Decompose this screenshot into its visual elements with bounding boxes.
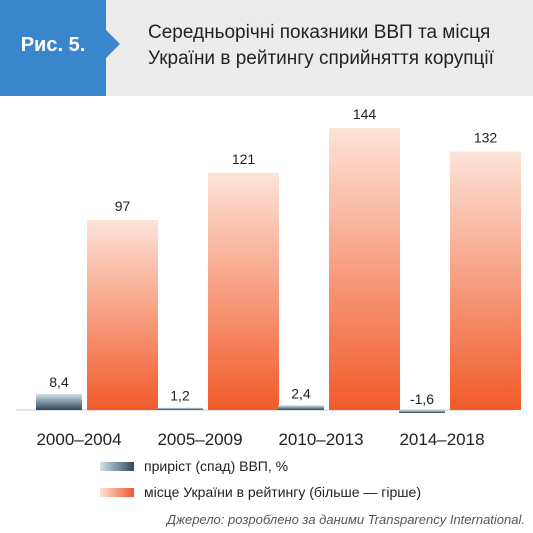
chart-title-line-1: Середньорічні показники ВВП та місця xyxy=(148,22,491,43)
source-note: Джерело: розроблено за даними Transparen… xyxy=(166,512,525,527)
rank-bar xyxy=(87,220,158,410)
gdp-value-label: 1,2 xyxy=(170,388,190,404)
rank-value-label: 132 xyxy=(474,130,498,146)
rank-bar xyxy=(450,151,521,410)
bar-chart: 8,4 97 2000–2004 1,2 121 2005–2009 2,4 144 2010–… xyxy=(16,106,521,449)
x-tick-label: 2014–2018 xyxy=(399,430,484,449)
gdp-bar xyxy=(36,394,82,410)
legend-label-gdp: приріст (спад) ВВП, % xyxy=(144,458,289,474)
legend-label-rank: місце України в рейтингу (більше — гірше… xyxy=(144,484,421,500)
rank-bar xyxy=(208,173,279,410)
figure-label: Рис. 5. xyxy=(20,34,86,56)
gdp-value-label: 8,4 xyxy=(49,374,69,390)
chart-title-line-2: України в рейтингу сприйняття корупції xyxy=(148,48,494,69)
x-tick-label: 2005–2009 xyxy=(157,430,242,449)
gdp-bar xyxy=(278,405,324,410)
rank-value-label: 97 xyxy=(115,198,131,214)
figure-tag: Рис. 5. xyxy=(0,0,106,96)
gdp-value-label: -1,6 xyxy=(410,391,434,407)
rank-bar xyxy=(329,128,400,410)
figure-tag-arrow xyxy=(106,30,120,58)
rank-value-label: 121 xyxy=(232,151,256,167)
header-band: Рис. 5. Середньорічні показники ВВП та м… xyxy=(0,0,533,96)
legend-swatch-gdp xyxy=(100,462,134,471)
gdp-bar xyxy=(399,410,445,414)
chart-title: Середньорічні показники ВВП та місця Укр… xyxy=(148,20,523,72)
x-tick-label: 2000–2004 xyxy=(36,430,121,449)
x-tick-label: 2010–2013 xyxy=(278,430,363,449)
gdp-bar xyxy=(157,407,203,410)
legend-swatch-rank xyxy=(100,488,134,497)
rank-value-label: 144 xyxy=(353,106,377,122)
gdp-value-label: 2,4 xyxy=(291,385,311,401)
